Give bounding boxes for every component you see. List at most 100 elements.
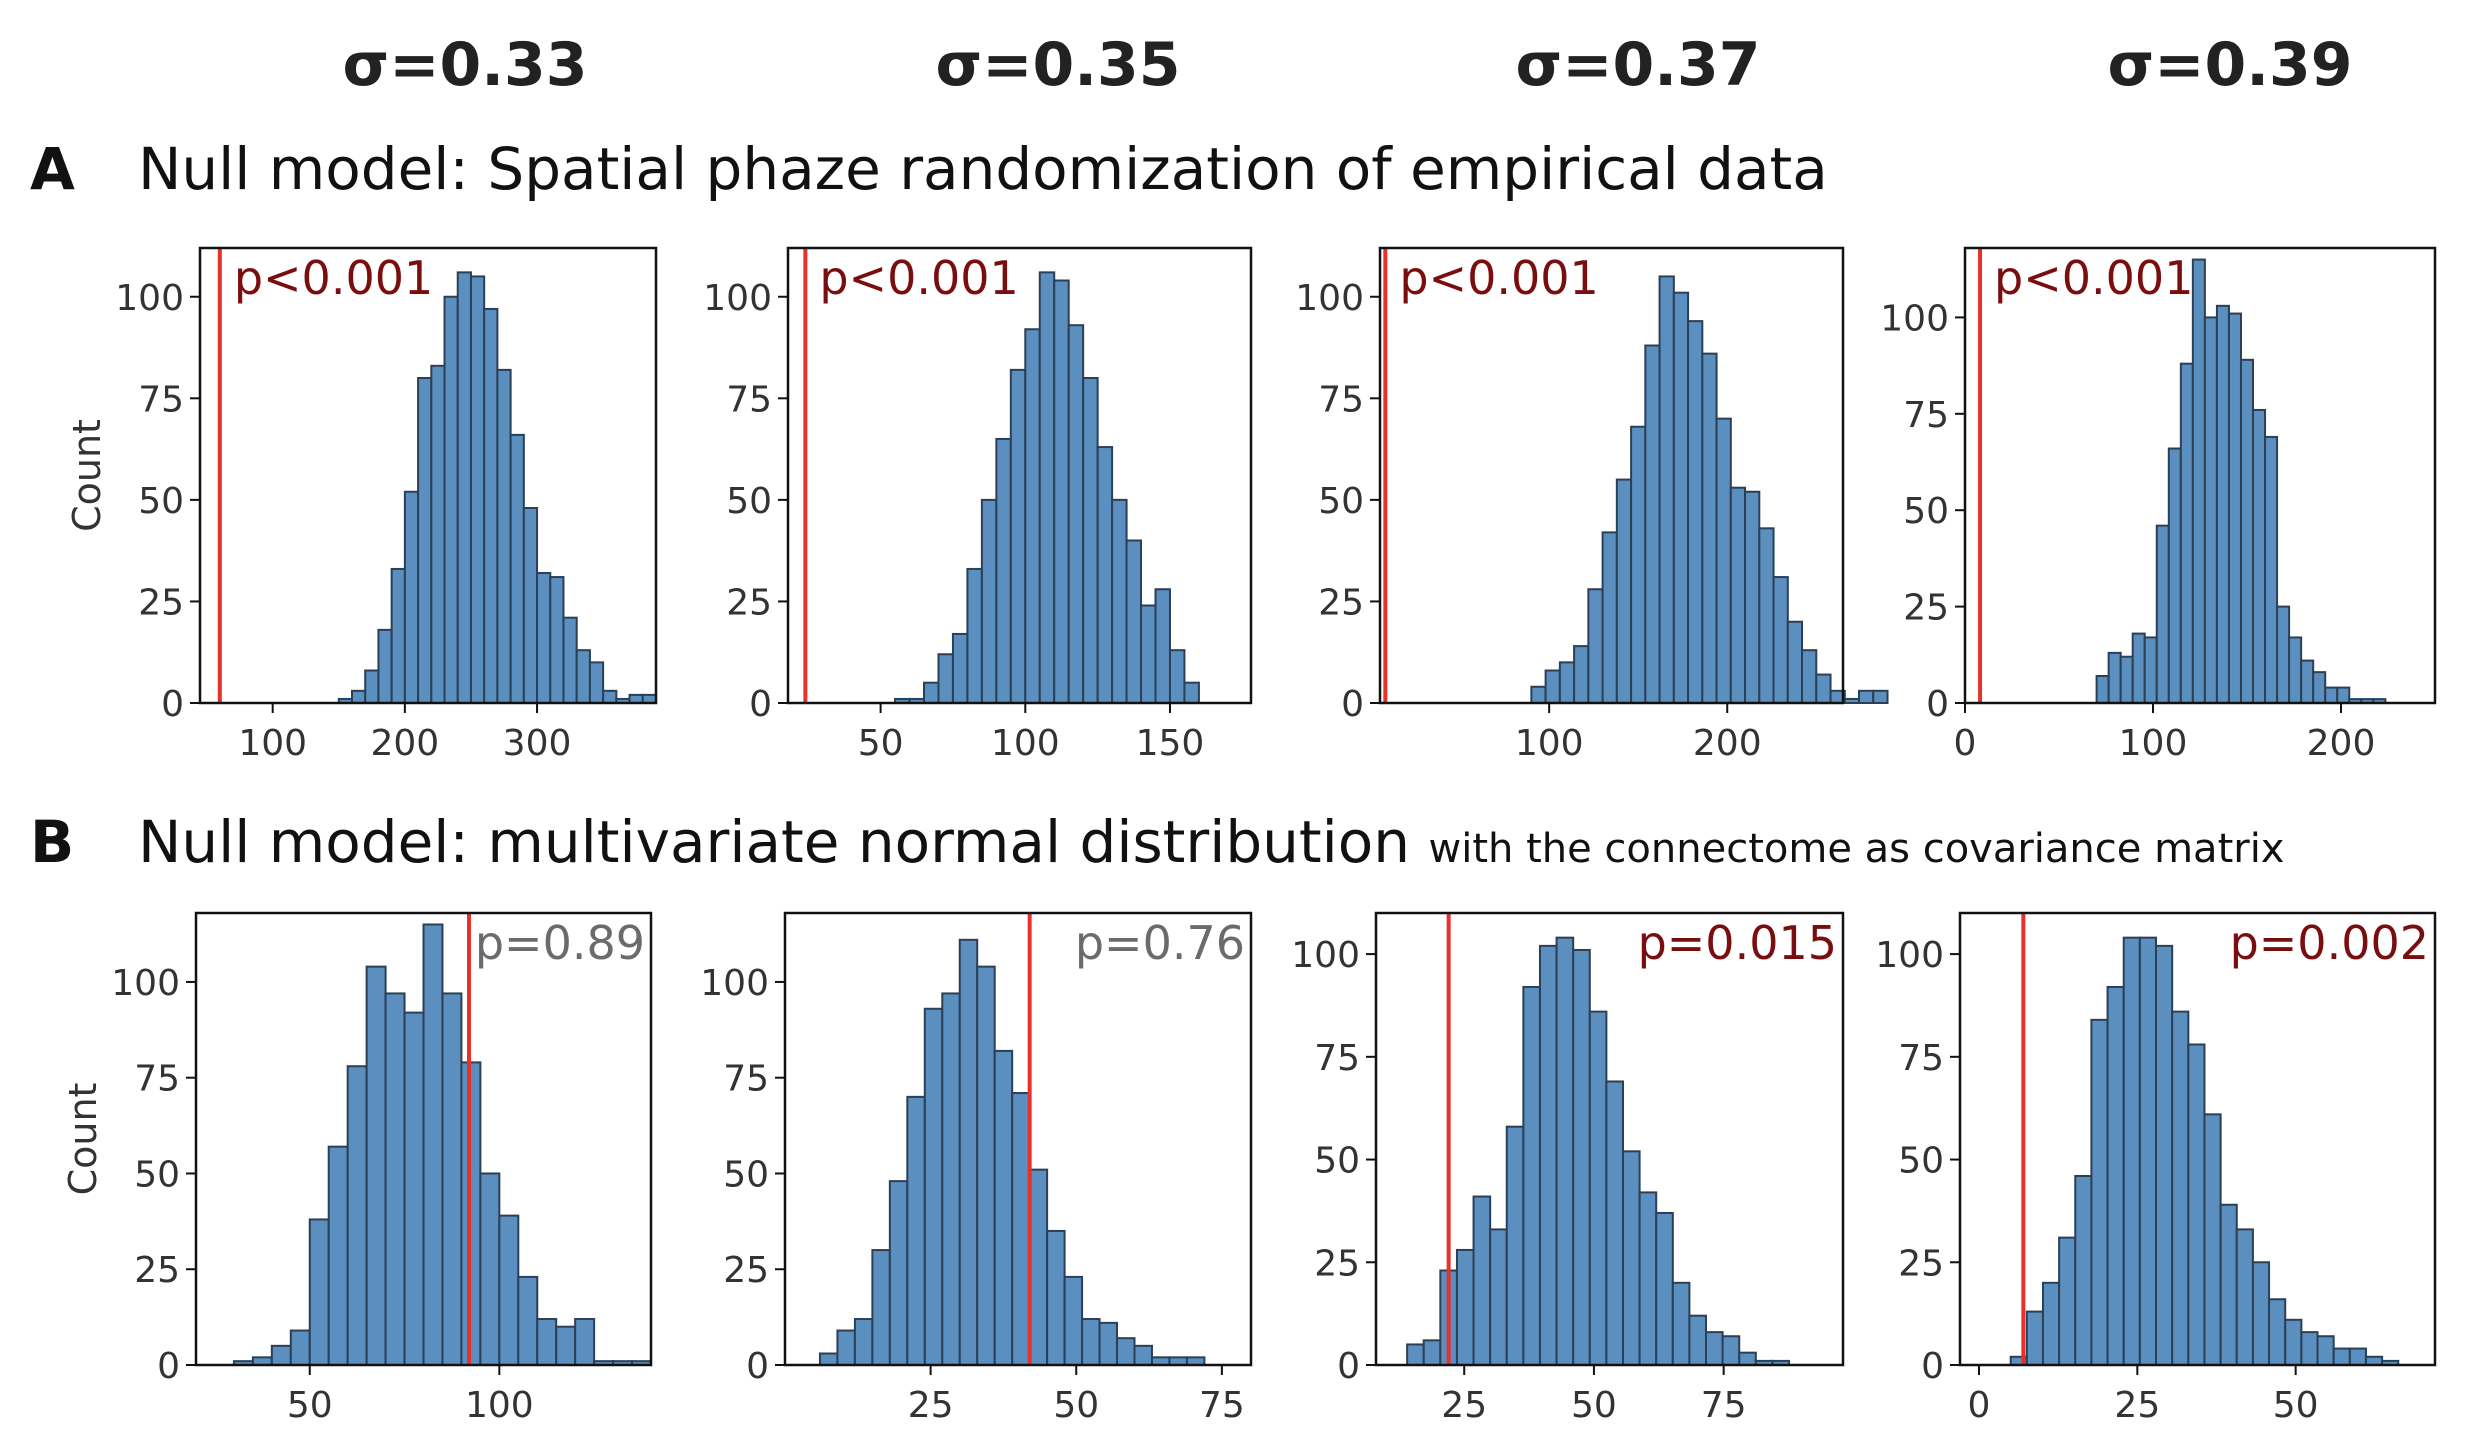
- histogram-bar: [1715, 417, 1732, 704]
- y-tick-label: 75: [1318, 379, 1364, 420]
- histogram-bar: [498, 1214, 520, 1366]
- y-tick-label: 75: [134, 1059, 180, 1100]
- histogram-bar: [2219, 1203, 2238, 1366]
- histogram-bar: [1505, 1125, 1525, 1366]
- axes-frame: [1958, 911, 2437, 1367]
- p-value-label: p<0.001: [234, 251, 433, 305]
- histogram-bar: [2155, 524, 2170, 704]
- histogram-bar: [1024, 328, 1041, 704]
- x-tick-label: 100: [991, 723, 1060, 764]
- histogram-bar: [818, 1352, 839, 1367]
- y-tick-label: 50: [723, 1154, 769, 1195]
- y-tick-label: 50: [1903, 491, 1949, 532]
- axes-frame: [786, 246, 1253, 705]
- histogram-bar: [2025, 1310, 2044, 1366]
- sigma-label-1: σ=0.33: [342, 30, 588, 100]
- histogram-bar: [2058, 1236, 2077, 1367]
- histogram-bar: [1489, 1228, 1508, 1366]
- histogram-bar: [1009, 368, 1027, 704]
- histogram-bar: [1601, 531, 1618, 704]
- histogram-bar: [906, 1095, 926, 1366]
- histogram-bar: [1140, 604, 1157, 704]
- x-tick-label: 0: [1954, 723, 1977, 764]
- histogram-bar: [2203, 1113, 2222, 1366]
- histogram-bar: [941, 992, 961, 1367]
- histogram-bar: [1183, 681, 1200, 704]
- histogram-bar: [1067, 324, 1085, 704]
- histogram-bar: [496, 368, 512, 704]
- x-tick-label: 100: [2119, 723, 2188, 764]
- histogram-bar: [1046, 1229, 1066, 1366]
- axes-frame: [783, 911, 1253, 1367]
- histogram-bar: [2106, 985, 2125, 1367]
- histogram-bar: [483, 307, 499, 704]
- histogram-bar: [2119, 655, 2134, 705]
- histogram-a-sigma-033: 0 25 50 75 100 100 200 300 p<0.001 Count: [65, 246, 658, 764]
- y-tick-label: 50: [1318, 481, 1364, 522]
- x-tick-label: 100: [465, 1385, 534, 1426]
- x-tick-label: 200: [2307, 723, 2376, 764]
- histogram-bar: [2324, 686, 2339, 704]
- plot-area: 0 25 50 75 100 25 50 75 p=0.015: [1291, 911, 1845, 1426]
- x-tick-label: 0: [1968, 1385, 1991, 1426]
- histogram-bar: [1655, 1211, 1674, 1366]
- histogram-bar: [995, 437, 1012, 704]
- histogram-bar: [853, 1318, 874, 1367]
- row-b-title: B Null model: multivariate normal distrib…: [30, 808, 2284, 876]
- y-axis-label: Count: [65, 419, 109, 532]
- histogram-bar: [1011, 1092, 1031, 1366]
- histogram-bar: [2239, 358, 2255, 705]
- y-tick-label: 75: [723, 1059, 769, 1100]
- row-a-title: A Null model: Spatial phaze randomization…: [30, 135, 1828, 203]
- histogram-bar: [1658, 275, 1675, 704]
- histogram-bar: [602, 689, 618, 704]
- histogram-bar: [456, 271, 472, 704]
- y-tick-label: 0: [749, 684, 772, 725]
- histogram-bar: [327, 1145, 349, 1366]
- histogram-bar: [2300, 1331, 2319, 1366]
- y-tick-label: 100: [1295, 278, 1364, 319]
- histogram-bar: [1530, 685, 1547, 704]
- p-value-label: p<0.001: [1399, 251, 1598, 305]
- histogram-bar: [289, 1329, 311, 1366]
- histogram-bar: [1701, 352, 1718, 704]
- histogram-bar: [469, 275, 486, 704]
- histogram-bar: [966, 567, 983, 704]
- histogram-bar: [2264, 435, 2279, 704]
- histogram-bar: [1053, 279, 1070, 704]
- histogram-bar: [403, 1011, 425, 1366]
- histogram-bar: [549, 576, 565, 704]
- y-tick-label: 0: [1341, 684, 1364, 725]
- histogram-bar: [2336, 686, 2351, 704]
- histogram-bar: [1573, 645, 1590, 704]
- y-tick-label: 0: [157, 1346, 180, 1387]
- y-tick-label: 100: [115, 278, 184, 319]
- x-tick-label: 150: [1136, 723, 1205, 764]
- histogram-bar: [1630, 425, 1647, 704]
- histogram-bar: [2122, 936, 2141, 1367]
- histogram-bar: [2268, 1298, 2287, 1366]
- plot-area: 0 25 50 75 100 100 200 p<0.001: [1295, 246, 1889, 764]
- y-tick-label: 100: [700, 963, 769, 1004]
- x-tick-label: 75: [1199, 1385, 1245, 1426]
- x-tick-label: 50: [2273, 1385, 2319, 1426]
- axes-frame: [1378, 246, 1845, 705]
- histogram-bar: [2288, 636, 2303, 705]
- histogram-bar: [1721, 1335, 1741, 1366]
- histogram-bar: [2312, 671, 2327, 705]
- histogram-bar: [923, 1007, 944, 1366]
- histogram-bar: [1801, 649, 1818, 704]
- histogram-bar: [1522, 985, 1541, 1367]
- histogram-bar: [555, 1325, 577, 1366]
- histogram-bar: [1672, 291, 1690, 704]
- y-tick-label: 0: [1337, 1346, 1360, 1387]
- histogram-bar: [2074, 1174, 2093, 1366]
- histogram-bar: [871, 1249, 891, 1366]
- histogram-b-sigma-037: 0 25 50 75 100 25 50 75 p=0.015: [1291, 911, 1845, 1426]
- histogram-bar: [1671, 1281, 1691, 1366]
- histogram-bar: [2235, 1228, 2254, 1366]
- histogram-bar: [574, 1318, 596, 1367]
- y-tick-label: 25: [723, 1250, 769, 1291]
- plot-area: 0 25 50 75 100 100 200 300 p<0.001 Count: [65, 246, 658, 764]
- histogram-bar: [346, 1065, 368, 1366]
